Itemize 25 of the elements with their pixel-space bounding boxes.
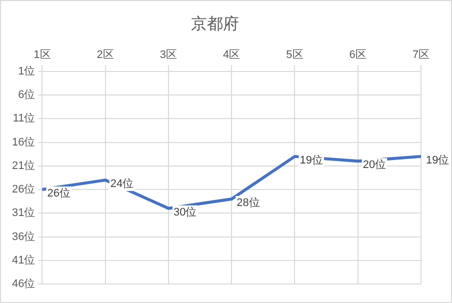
x-tick-label: 3区	[160, 48, 178, 61]
x-tick-label: 6区	[349, 48, 366, 61]
y-tick-label: 46位	[12, 278, 36, 290]
x-tick-label: 2区	[96, 48, 114, 61]
x-tick-label: 7区	[412, 48, 430, 61]
y-tick-label: 36位	[12, 230, 36, 243]
x-tick-label: 1区	[34, 48, 51, 61]
y-tick-label: 21位	[12, 160, 36, 172]
data-label: 30位	[173, 206, 197, 218]
data-label: 19位	[426, 154, 450, 166]
y-tick-label: 1位	[18, 65, 36, 78]
y-tick-label: 11位	[12, 112, 36, 125]
y-tick-label: 6位	[18, 89, 36, 102]
data-label: 26位	[47, 188, 70, 200]
y-tick-label: 41位	[12, 254, 36, 266]
x-tick-label: 4区	[223, 48, 240, 61]
data-label: 20位	[362, 159, 386, 172]
data-label: 19位	[300, 154, 323, 166]
data-label: 24位	[110, 178, 134, 190]
y-tick-label: 26位	[12, 184, 36, 196]
data-label: 28位	[236, 196, 260, 209]
x-tick-label: 5区	[286, 48, 304, 61]
y-tick-label: 16位	[12, 136, 36, 148]
y-tick-label: 31位	[12, 207, 36, 220]
chart-title: 京都府	[191, 15, 239, 34]
